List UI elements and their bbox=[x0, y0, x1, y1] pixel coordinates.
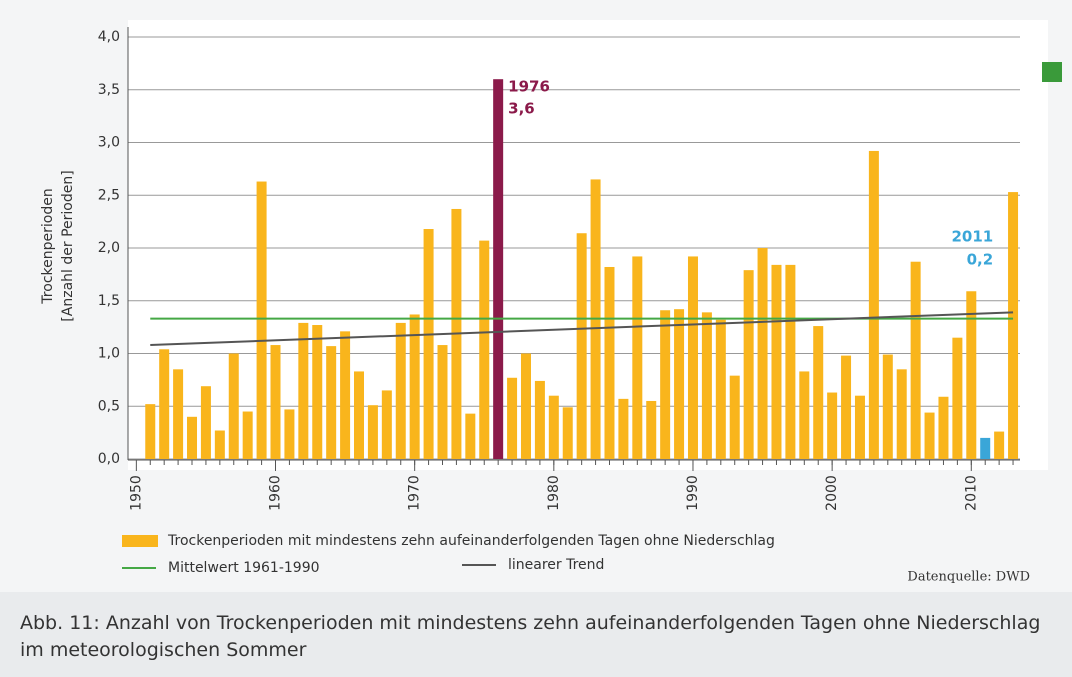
x-tick-label: 1970 bbox=[407, 475, 423, 511]
y-tick-label: 2,0 bbox=[98, 240, 120, 256]
bar bbox=[938, 396, 949, 459]
bar bbox=[479, 240, 490, 459]
bar bbox=[701, 312, 712, 459]
bar bbox=[298, 322, 309, 459]
bar bbox=[312, 325, 323, 459]
bar bbox=[980, 437, 991, 459]
bar bbox=[827, 392, 838, 459]
bar bbox=[618, 398, 629, 459]
bar bbox=[868, 150, 879, 459]
bar bbox=[882, 354, 893, 459]
y-axis-label: Trockenperioden bbox=[40, 188, 56, 304]
bar bbox=[994, 431, 1005, 459]
x-tick-label: 1980 bbox=[546, 475, 562, 511]
bar bbox=[367, 405, 378, 459]
bar bbox=[910, 261, 921, 459]
y-tick-label: 1,5 bbox=[98, 293, 120, 309]
bar bbox=[813, 326, 824, 459]
source: Datenquelle: DWD bbox=[907, 570, 1030, 585]
legend-label: linearer Trend bbox=[508, 557, 604, 573]
bar bbox=[715, 319, 726, 459]
y-tick-label: 3,0 bbox=[98, 135, 120, 151]
caption: Abb. 11: Anzahl von Trockenperioden mit … bbox=[0, 592, 1072, 677]
bar bbox=[632, 256, 643, 459]
chart: Trockenperioden [Anzahl der Perioden] Da… bbox=[0, 0, 1072, 592]
bar bbox=[228, 353, 239, 459]
bar bbox=[548, 395, 559, 459]
bar bbox=[757, 248, 768, 459]
bar bbox=[395, 322, 406, 459]
bar bbox=[507, 377, 518, 459]
bar bbox=[214, 430, 225, 459]
bar bbox=[423, 229, 434, 459]
bar bbox=[242, 411, 253, 459]
bar bbox=[604, 266, 615, 459]
bar bbox=[354, 371, 365, 459]
bar bbox=[284, 409, 295, 459]
bar bbox=[743, 270, 754, 459]
annotation: 2011 bbox=[951, 228, 993, 246]
bar bbox=[771, 264, 782, 459]
bar bbox=[409, 314, 420, 459]
bar bbox=[729, 375, 740, 459]
legend-label: Trockenperioden mit mindestens zehn aufe… bbox=[167, 533, 775, 549]
bar bbox=[785, 264, 796, 459]
bar bbox=[854, 395, 865, 459]
bar bbox=[256, 181, 267, 459]
bar bbox=[966, 291, 977, 459]
plot-bg bbox=[128, 20, 1048, 470]
annotation: 3,6 bbox=[508, 100, 535, 118]
bar bbox=[534, 380, 545, 459]
y-tick-label: 3,5 bbox=[98, 82, 120, 98]
y-tick-label: 1,0 bbox=[98, 346, 120, 362]
bar bbox=[646, 400, 657, 459]
bar bbox=[187, 416, 198, 459]
x-tick-label: 1950 bbox=[128, 475, 144, 511]
bar bbox=[841, 355, 852, 459]
bar bbox=[952, 337, 963, 459]
x-tick-label: 1990 bbox=[685, 475, 701, 511]
bar bbox=[173, 369, 184, 459]
bar bbox=[896, 369, 907, 459]
bar bbox=[1008, 192, 1019, 459]
bar bbox=[437, 345, 448, 459]
bar bbox=[159, 349, 170, 459]
y-tick-label: 2,5 bbox=[98, 187, 120, 203]
bar bbox=[924, 412, 935, 459]
legend-label: Mittelwert 1961-1990 bbox=[168, 560, 320, 576]
bar bbox=[576, 233, 587, 459]
bar bbox=[493, 79, 504, 459]
bar bbox=[340, 331, 351, 459]
annotation: 0,2 bbox=[967, 251, 994, 269]
line bbox=[150, 311, 1014, 347]
icon bbox=[1042, 62, 1062, 82]
bar bbox=[270, 345, 281, 459]
legend-swatch bbox=[122, 535, 158, 547]
annotation: 1976 bbox=[508, 78, 550, 96]
y-tick-label: 4,0 bbox=[98, 29, 120, 45]
y-axis-label: [Anzahl der Perioden] bbox=[60, 170, 76, 321]
x-tick-label: 2000 bbox=[824, 475, 840, 511]
bar bbox=[674, 309, 685, 459]
y-tick-label: 0,0 bbox=[98, 451, 120, 467]
bar bbox=[381, 390, 392, 459]
y-tick-label: 0,5 bbox=[98, 398, 120, 414]
bar bbox=[465, 413, 476, 459]
bar bbox=[200, 386, 211, 459]
bar bbox=[326, 346, 337, 459]
bar bbox=[687, 256, 698, 459]
bar bbox=[145, 404, 156, 459]
bar bbox=[660, 310, 671, 459]
x-tick-label: 1960 bbox=[268, 475, 284, 511]
bar bbox=[520, 353, 531, 459]
bar bbox=[799, 371, 810, 459]
x-tick-label: 2010 bbox=[963, 475, 979, 511]
bar bbox=[562, 407, 573, 459]
